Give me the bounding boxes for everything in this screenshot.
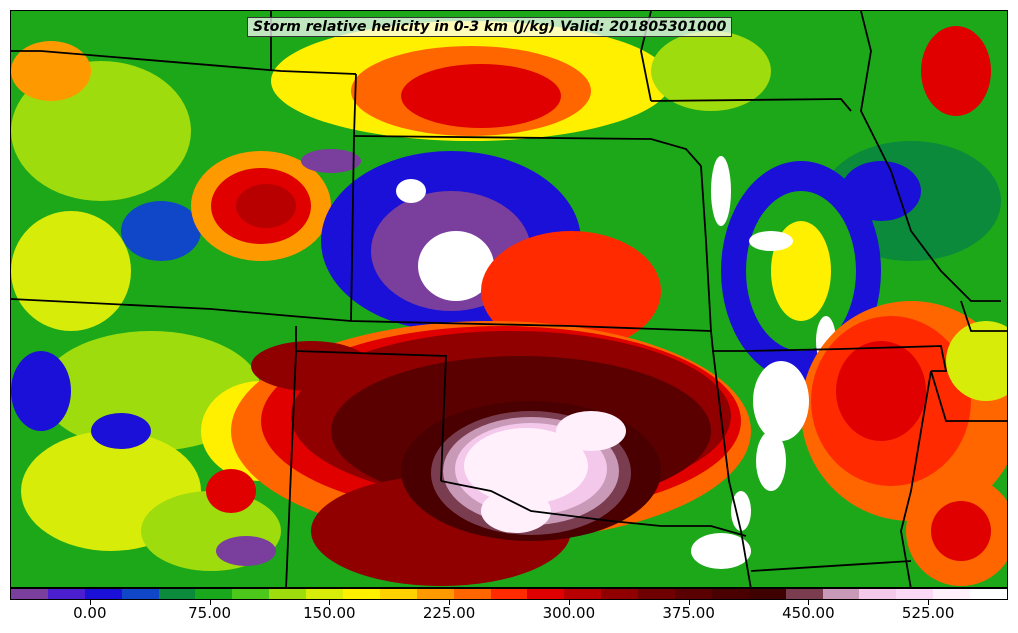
colorbar-swatch	[675, 589, 712, 599]
colorbar-swatch	[490, 589, 528, 599]
map-panel: Storm relative helicity in 0-3 km (J/kg)…	[10, 10, 1008, 588]
helicity-map	[11, 11, 1007, 587]
colorbar-swatch	[379, 589, 417, 599]
map-title: Storm relative helicity in 0-3 km (J/kg)…	[247, 17, 733, 37]
western-red-blob	[191, 151, 331, 261]
colorbar-tick	[89, 600, 91, 605]
colorbar-swatch	[527, 589, 565, 599]
colorbar-swatch	[748, 589, 786, 599]
state-boundaries	[11, 11, 1007, 587]
colorbar-swatch	[896, 589, 934, 599]
colorbar-swatch	[822, 589, 860, 599]
colorbar-tick	[808, 600, 810, 605]
colorbar-swatch	[638, 589, 676, 599]
colorbar-tick-label: 450.00	[782, 604, 835, 622]
oklahoma-white-maximum	[431, 411, 631, 535]
colorbar-swatch	[269, 589, 307, 599]
eastern-swirl	[711, 156, 881, 381]
colorbar-swatch	[416, 589, 454, 599]
colorbar-tick	[928, 600, 930, 605]
colorbar-swatch	[11, 589, 48, 599]
colorbar-tick-label: 375.00	[662, 604, 715, 622]
colorbar-swatch	[232, 589, 270, 599]
colorbar-swatch	[121, 589, 159, 599]
eastern-white-streak	[691, 361, 809, 569]
eastern-red-region	[801, 301, 1007, 586]
colorbar-tick	[449, 600, 451, 605]
colorbar	[10, 588, 1008, 600]
colorbar-tick	[329, 600, 331, 605]
colorbar-tick-label: 0.00	[73, 604, 107, 622]
colorbar-swatch	[970, 589, 1008, 599]
colorbar-swatch	[453, 589, 491, 599]
colorbar-swatch	[859, 589, 897, 599]
colorbar-swatch	[711, 589, 749, 599]
colorbar-swatch	[601, 589, 639, 599]
colorbar-tick-label: 300.00	[542, 604, 596, 622]
colorbar-swatch	[343, 589, 380, 599]
colorbar-swatch	[158, 589, 196, 599]
colorbar-tick	[209, 600, 211, 605]
colorbar-tick-label: 150.00	[303, 604, 356, 622]
colorbar-tick-label: 225.00	[422, 604, 476, 622]
colorbar-swatch	[195, 589, 233, 599]
colorbar-tick-label: 525.00	[901, 604, 955, 622]
colorbar-swatch	[785, 589, 823, 599]
colorbar-swatch	[84, 589, 122, 599]
colorbar-swatch	[564, 589, 602, 599]
colorbar-swatch	[47, 589, 85, 599]
colorbar-tick-label: 75.00	[188, 604, 232, 622]
colorbar-swatch	[306, 589, 344, 599]
colorbar-tick	[568, 600, 570, 605]
colorbar-tick	[688, 600, 690, 605]
colorbar-swatch	[933, 589, 971, 599]
